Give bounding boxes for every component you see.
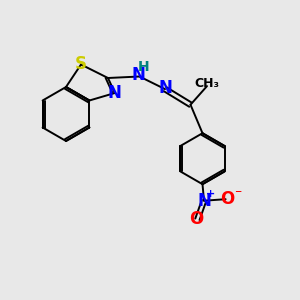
Text: N: N: [108, 84, 122, 102]
Text: S: S: [75, 56, 87, 74]
Text: CH₃: CH₃: [194, 77, 220, 90]
Text: +: +: [206, 189, 215, 199]
Text: O: O: [220, 190, 234, 208]
Text: N: N: [131, 66, 145, 84]
Text: ⁻: ⁻: [235, 187, 242, 201]
Text: O: O: [189, 210, 203, 228]
Text: N: N: [197, 192, 211, 210]
Text: N: N: [158, 79, 172, 97]
Text: H: H: [138, 60, 150, 74]
